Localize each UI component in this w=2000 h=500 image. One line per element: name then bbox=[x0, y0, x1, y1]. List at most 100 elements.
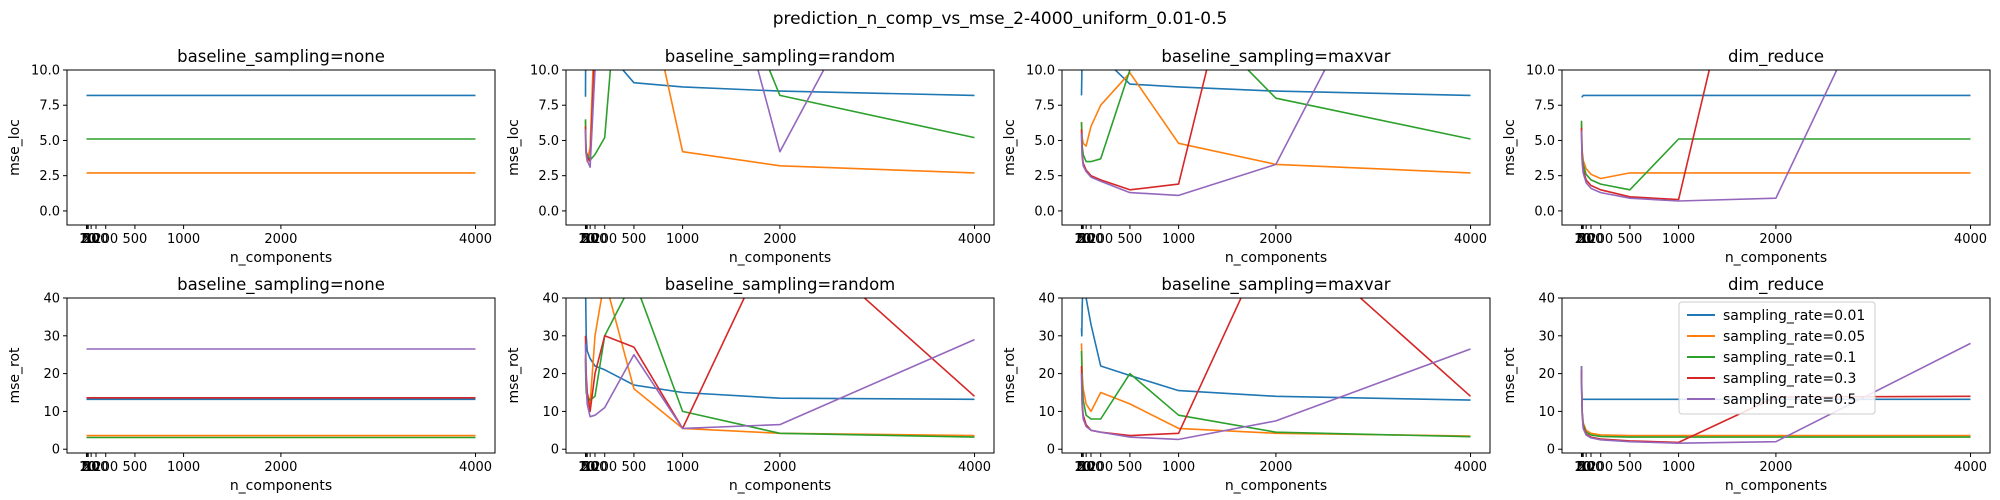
y-tick-label: 30 bbox=[1038, 329, 1055, 344]
figure-suptitle: prediction_n_comp_vs_mse_2-4000_uniform_… bbox=[773, 9, 1228, 29]
series-lines bbox=[584, 70, 975, 174]
y-tick-label: 40 bbox=[1538, 292, 1555, 307]
subplot-title: dim_reduce bbox=[1728, 47, 1824, 67]
legend-item: sampling_rate=0.01 bbox=[1687, 308, 1865, 324]
x-tick-label: 4000 bbox=[459, 232, 492, 247]
x-tick-label: 2000 bbox=[763, 232, 796, 247]
plot-area bbox=[1062, 70, 1490, 225]
x-tick-label: 5 bbox=[83, 232, 91, 247]
series-line-4 bbox=[584, 338, 975, 430]
y-tick-label: 40 bbox=[542, 292, 559, 307]
legend-item: sampling_rate=0.1 bbox=[1687, 350, 1856, 366]
y-axis-label: mse_loc bbox=[1002, 119, 1018, 176]
y-tick-label: 10 bbox=[1538, 405, 1555, 420]
x-tick-label: 2 bbox=[1077, 232, 1085, 247]
x-tick-label: 4000 bbox=[958, 232, 991, 247]
x-tick-label: 200 bbox=[1088, 232, 1113, 247]
subplot-title: baseline_sampling=none bbox=[177, 47, 385, 67]
y-tick-label: 5.0 bbox=[39, 134, 60, 149]
y-tick-label: 2.5 bbox=[538, 169, 559, 184]
y-tick-label: 0 bbox=[1547, 443, 1555, 458]
x-axis-label: n_components bbox=[1725, 478, 1827, 494]
y-tick-label: 10 bbox=[1038, 405, 1055, 420]
x-tick-label: 20 bbox=[1075, 232, 1092, 247]
y-ticks: 0.0 2.5 5.0 7.5 10.0 bbox=[31, 64, 67, 219]
x-tick-label: 4000 bbox=[1454, 232, 1487, 247]
series-lines bbox=[584, 298, 976, 438]
series-line-4 bbox=[584, 70, 825, 168]
x-tick-label: 5 bbox=[1578, 232, 1586, 247]
x-tick-label: 50 bbox=[582, 232, 599, 247]
x-tick-label: 200 bbox=[1088, 460, 1113, 475]
x-tick-label: 500 bbox=[123, 460, 148, 475]
x-tick-label: 100 bbox=[1079, 232, 1104, 247]
x-tick-label: 10 bbox=[578, 460, 595, 475]
legend-item: sampling_rate=0.3 bbox=[1687, 371, 1856, 387]
y-axis-label: mse_loc bbox=[7, 119, 23, 176]
x-tick-label: 500 bbox=[123, 232, 148, 247]
x-tick-label: 1000 bbox=[167, 460, 200, 475]
y-ticks: 0 10 20 30 40 bbox=[542, 292, 566, 458]
x-tick-label: 5 bbox=[83, 460, 91, 475]
y-ticks: 0.0 2.5 5.0 7.5 10.0 bbox=[1526, 64, 1562, 219]
series-line-4 bbox=[1580, 342, 1971, 445]
legend: sampling_rate=0.01 sampling_rate=0.05samp… bbox=[1678, 301, 1876, 415]
x-tick-label: 2 bbox=[1077, 460, 1085, 475]
x-tick-label: 100 bbox=[1579, 232, 1604, 247]
x-tick-label: 1000 bbox=[1662, 232, 1695, 247]
y-ticks: 0 10 20 30 40 bbox=[1538, 292, 1562, 458]
y-tick-label: 30 bbox=[1538, 329, 1555, 344]
x-tick-label: 2000 bbox=[264, 460, 297, 475]
x-tick-label: 5 bbox=[1078, 460, 1086, 475]
legend-item: sampling_rate=0.5 bbox=[1687, 392, 1856, 408]
y-tick-label: 30 bbox=[43, 329, 60, 344]
x-tick-label: 5 bbox=[1578, 460, 1586, 475]
y-tick-label: 5.0 bbox=[538, 134, 559, 149]
x-tick-label: 500 bbox=[1618, 232, 1643, 247]
x-tick-label: 200 bbox=[592, 460, 617, 475]
y-ticks: 0 10 20 30 40 bbox=[43, 292, 67, 458]
y-tick-label: 0 bbox=[1047, 443, 1055, 458]
x-tick-label: 2000 bbox=[1259, 460, 1292, 475]
x-tick-label: 100 bbox=[1079, 460, 1104, 475]
y-ticks: 0.0 2.5 5.0 7.5 10.0 bbox=[1026, 64, 1062, 219]
x-tick-label: 10 bbox=[1574, 460, 1591, 475]
x-axis-label: n_components bbox=[230, 250, 332, 266]
x-tick-label: 50 bbox=[83, 232, 100, 247]
y-tick-label: 7.5 bbox=[39, 99, 60, 114]
subplot-title: baseline_sampling=none bbox=[177, 275, 385, 295]
x-tick-label: 10 bbox=[1574, 232, 1591, 247]
series-line-0 bbox=[1581, 94, 1971, 98]
y-ticks: 0 10 20 30 40 bbox=[1038, 292, 1062, 458]
y-tick-label: 20 bbox=[542, 367, 559, 382]
y-axis-label: mse_loc bbox=[1502, 119, 1518, 176]
x-tick-label: 2 bbox=[1577, 460, 1585, 475]
y-tick-label: 0 bbox=[551, 443, 559, 458]
x-tick-label: 4000 bbox=[1954, 460, 1987, 475]
subplot-title: baseline_sampling=maxvar bbox=[1161, 47, 1390, 67]
x-tick-label: 20 bbox=[80, 232, 97, 247]
y-tick-label: 2.5 bbox=[1034, 169, 1055, 184]
x-tick-label: 50 bbox=[1578, 232, 1595, 247]
subplot-title: baseline_sampling=random bbox=[665, 275, 896, 295]
x-tick-label: 5 bbox=[582, 460, 590, 475]
x-tick-label: 2 bbox=[82, 232, 90, 247]
legend-frame bbox=[1678, 301, 1876, 415]
x-tick-label: 100 bbox=[583, 232, 608, 247]
series-line-0 bbox=[1080, 298, 1471, 401]
x-tick-label: 500 bbox=[622, 460, 647, 475]
series-lines bbox=[86, 94, 476, 174]
legend-label: sampling_rate=0.1 bbox=[1723, 350, 1856, 366]
y-axis-label: mse_rot bbox=[7, 347, 23, 404]
x-tick-label: 100 bbox=[84, 232, 109, 247]
y-tick-label: 20 bbox=[43, 367, 60, 382]
legend-label: sampling_rate=0.01 bbox=[1723, 308, 1865, 324]
legend-label: sampling_rate=0.3 bbox=[1723, 371, 1856, 387]
